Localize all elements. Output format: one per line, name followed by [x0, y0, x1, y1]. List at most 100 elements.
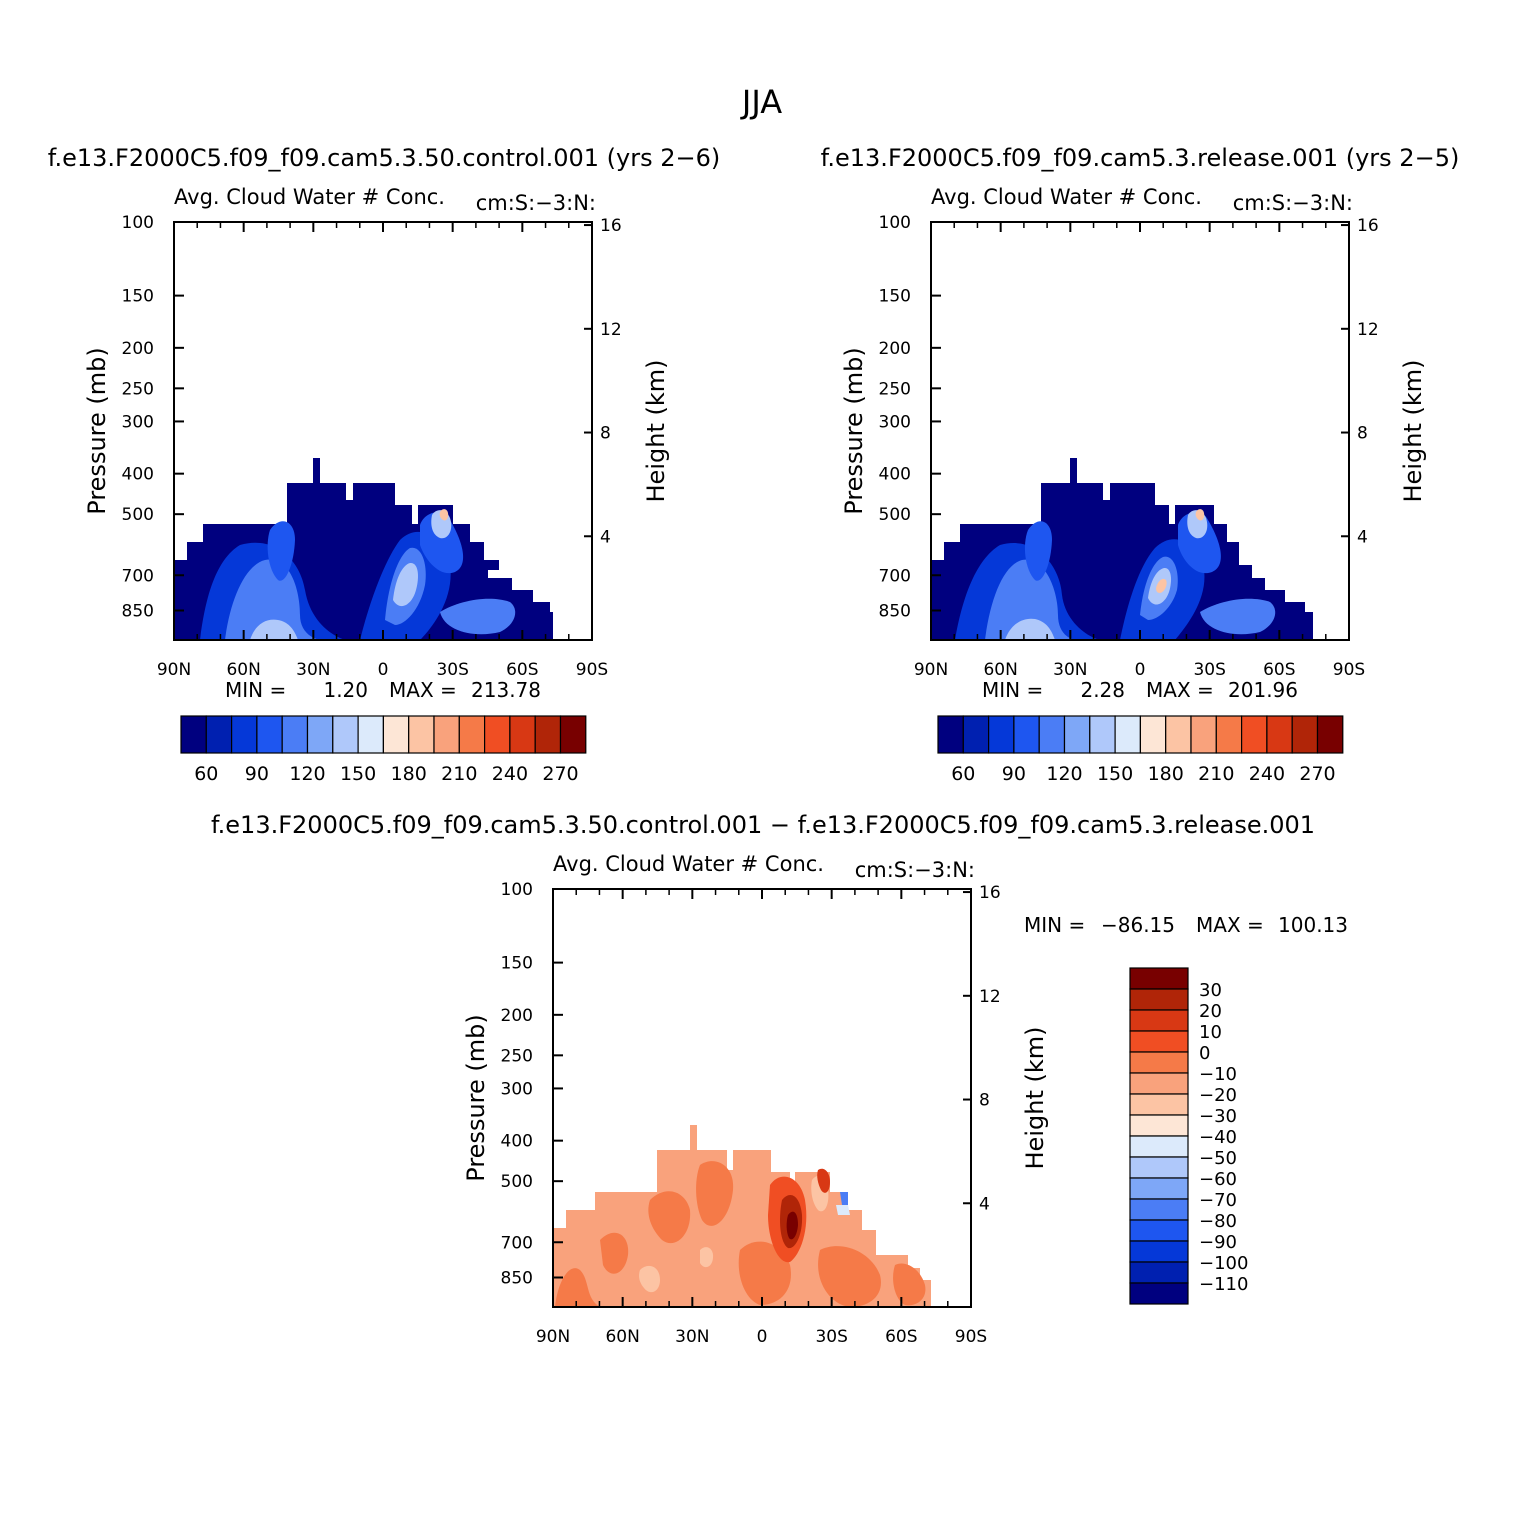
- colorbar-box: [180, 715, 207, 754]
- colorbar-box: [534, 715, 562, 754]
- pressure-tick-label: 850: [879, 601, 911, 621]
- colorbar-label: −10: [1199, 1064, 1237, 1085]
- field-region: [267, 521, 295, 581]
- pressure-tick-label: 300: [122, 412, 154, 432]
- field-region: [393, 562, 418, 607]
- panel-control-height-ticks: 16 12 8 4: [584, 216, 622, 547]
- field-region: [738, 1241, 791, 1305]
- panel-control-units-label: cm:S:−3:N:: [476, 191, 596, 215]
- colorbar-box: [408, 715, 435, 754]
- field-region: [818, 1246, 881, 1307]
- colorbar-label: −40: [1199, 1127, 1237, 1148]
- x-tick-label: 0: [378, 660, 389, 680]
- field-region: [985, 559, 1075, 640]
- colorbar-label: 30: [1199, 980, 1222, 1001]
- pressure-tick-label: 700: [501, 1233, 533, 1253]
- panel-difference-min-label: MIN =: [1024, 913, 1085, 937]
- panel-difference-units-label: cm:S:−3:N:: [855, 858, 975, 882]
- x-tick-label: 30S: [815, 1327, 847, 1347]
- x-tick-label: 30N: [1053, 660, 1087, 680]
- pressure-tick-label: 500: [501, 1172, 533, 1192]
- field-region: [836, 1205, 850, 1215]
- x-tick-label: 90N: [157, 660, 191, 680]
- height-tick-label: 12: [600, 320, 622, 340]
- x-tick-label: 60N: [226, 660, 260, 680]
- x-tick-label: 60S: [1263, 660, 1295, 680]
- colorbar-label: 60: [951, 763, 975, 785]
- colorbar-box: [484, 715, 511, 754]
- panel-control-pressure-axis-label: Pressure (mb): [83, 347, 111, 514]
- colorbar-label: 180: [1148, 763, 1184, 785]
- field-region: [420, 512, 464, 574]
- colorbar-label: 180: [391, 763, 427, 785]
- colorbar-box: [1089, 715, 1116, 754]
- panel-difference-colorbar: 3020100−10−20−30−40−50−60−70−80−90−100−1…: [1129, 967, 1248, 1305]
- height-tick-label: 8: [1357, 424, 1368, 444]
- colorbar-label: 120: [289, 763, 325, 785]
- colorbar-box: [382, 715, 410, 754]
- pressure-tick-label: 300: [501, 1079, 533, 1099]
- x-tick-label: 30S: [1193, 660, 1225, 680]
- colorbar-box: [1129, 1114, 1189, 1137]
- colorbar-box: [205, 715, 233, 754]
- panel-difference-variable-label: Avg. Cloud Water # Conc.: [553, 852, 824, 876]
- height-tick-label: 4: [979, 1194, 990, 1214]
- colorbar-label: 120: [1046, 763, 1082, 785]
- height-tick-label: 8: [979, 1091, 990, 1111]
- panel-difference: f.e13.F2000C5.f09_f09.cam5.3.50.control.…: [211, 811, 1348, 1347]
- colorbar-label: −100: [1199, 1253, 1248, 1274]
- x-tick-label: 30N: [675, 1327, 709, 1347]
- panel-control-case-title: f.e13.F2000C5.f09_f09.cam5.3.50.control.…: [48, 144, 721, 172]
- field-region: [893, 1263, 926, 1306]
- colorbar-box: [1129, 967, 1189, 990]
- colorbar-box: [1129, 988, 1189, 1011]
- colorbar-box: [1316, 715, 1344, 754]
- field-region: [1024, 521, 1052, 581]
- panel-control-min-label: MIN =: [225, 678, 286, 702]
- colorbar-label: −20: [1199, 1085, 1237, 1106]
- pressure-tick-label: 300: [879, 412, 911, 432]
- colorbar-label: −80: [1199, 1211, 1237, 1232]
- x-tick-label: 0: [757, 1327, 768, 1347]
- x-tick-label: 60N: [983, 660, 1017, 680]
- colorbar-box: [1129, 1198, 1189, 1221]
- field-region: [639, 1265, 660, 1293]
- panel-difference-field: [553, 1125, 931, 1307]
- colorbar-box: [332, 715, 359, 754]
- colorbar-box: [1038, 715, 1066, 754]
- height-tick-label: 16: [1357, 216, 1379, 236]
- field-region: [840, 1192, 848, 1205]
- colorbar-box: [1129, 1219, 1189, 1242]
- field-region: [250, 619, 298, 640]
- pressure-tick-label: 400: [879, 465, 911, 485]
- panel-difference-pressure-ticks: 100 150 200 250 300 400 500 700 850: [501, 880, 563, 1288]
- field-region: [1005, 618, 1055, 640]
- colorbar-box: [1291, 715, 1319, 754]
- pressure-tick-label: 200: [122, 339, 154, 359]
- field-region: [600, 1232, 629, 1274]
- field-region: [439, 509, 449, 521]
- colorbar-box: [231, 715, 258, 754]
- colorbar-label: −110: [1199, 1274, 1248, 1295]
- pressure-tick-label: 150: [122, 287, 154, 307]
- panel-control-max-value: 213.78: [471, 678, 541, 702]
- pressure-tick-label: 250: [501, 1046, 533, 1066]
- colorbar-box: [1129, 1093, 1189, 1116]
- colorbar-box: [559, 715, 587, 754]
- field-region: [696, 1161, 734, 1226]
- field-region: [1195, 509, 1205, 521]
- field-region: [817, 1168, 830, 1193]
- pressure-tick-label: 100: [501, 880, 533, 900]
- x-tick-label: 30N: [296, 660, 330, 680]
- field-region: [225, 559, 320, 640]
- x-tick-label: 30S: [436, 660, 468, 680]
- pressure-tick-label: 150: [501, 954, 533, 974]
- colorbar-label: −70: [1199, 1190, 1237, 1211]
- pressure-tick-label: 700: [879, 566, 911, 586]
- field-region: [1156, 578, 1167, 593]
- colorbar-box: [433, 715, 460, 754]
- panel-control-min-value: 1.20: [323, 678, 368, 702]
- colorbar-box: [1129, 1009, 1189, 1032]
- colorbar-label: 150: [340, 763, 376, 785]
- colorbar-box: [1190, 715, 1217, 754]
